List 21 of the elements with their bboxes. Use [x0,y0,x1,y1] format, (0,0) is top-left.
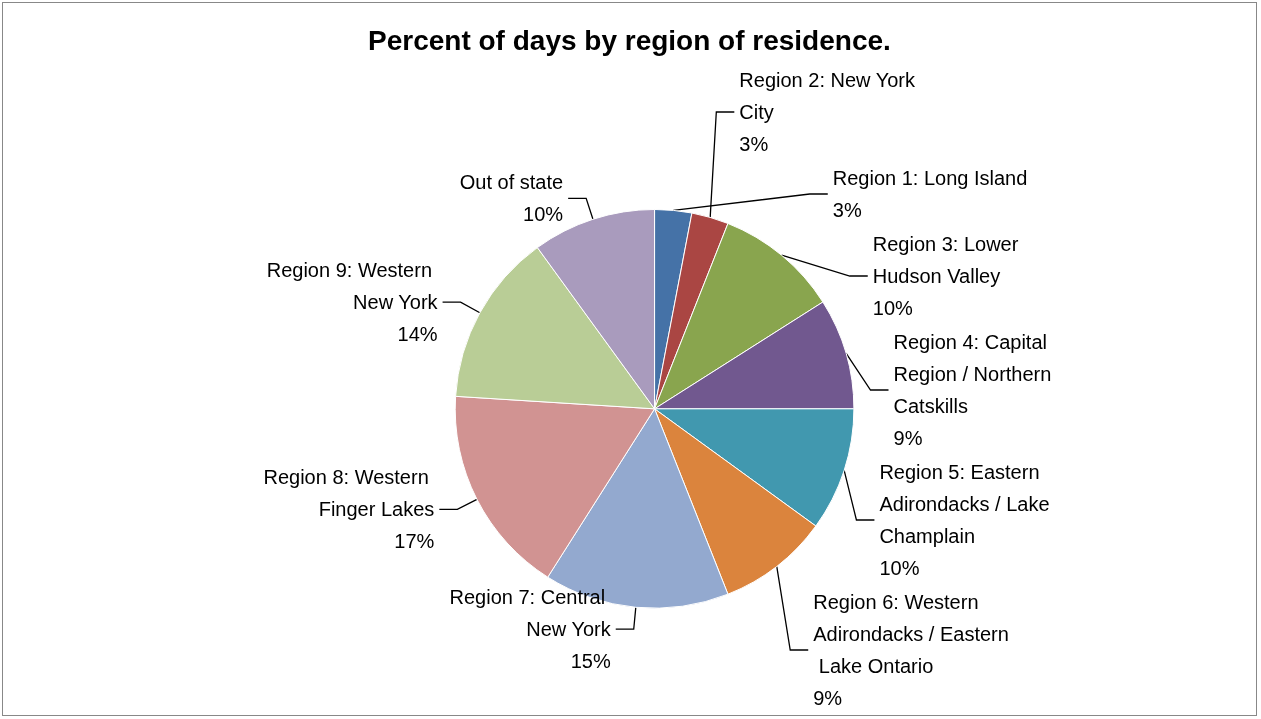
slice-label: Region 4: Capital Region / Northern Catskills [893,331,1057,417]
data-label: 10% [872,297,913,319]
data-label: 14% [397,323,438,346]
slice-label: Region 7: Central New York [449,586,612,641]
data-label: 3% [832,199,862,221]
slice-label: Region 5: Eastern Adirondacks / Lake Champlain [879,461,1056,547]
slice-label: Region 6: Western Adirondacks / Eastern Lake Ontario [813,591,1009,677]
data-label: 10% [879,557,920,579]
slice-label: Out of state [459,171,564,194]
slice-label: Region 3: Lower Hudson Valley [872,233,1024,287]
data-label: 9% [893,427,923,449]
data-label: 15% [570,650,611,673]
data-label: 17% [394,530,435,553]
data-label: 9% [813,687,843,709]
data-label: 10% [523,203,564,226]
data-label: 3% [739,133,769,155]
slice-label: Region 1: Long Island [832,167,1028,189]
slice-label: Region 9: Western New York [266,259,439,314]
slice-label: Region 2: New York City [739,69,921,123]
slice-label: Region 8: Western Finger Lakes [263,466,435,521]
chart-title: Percent of days by region of residence. [368,24,891,56]
